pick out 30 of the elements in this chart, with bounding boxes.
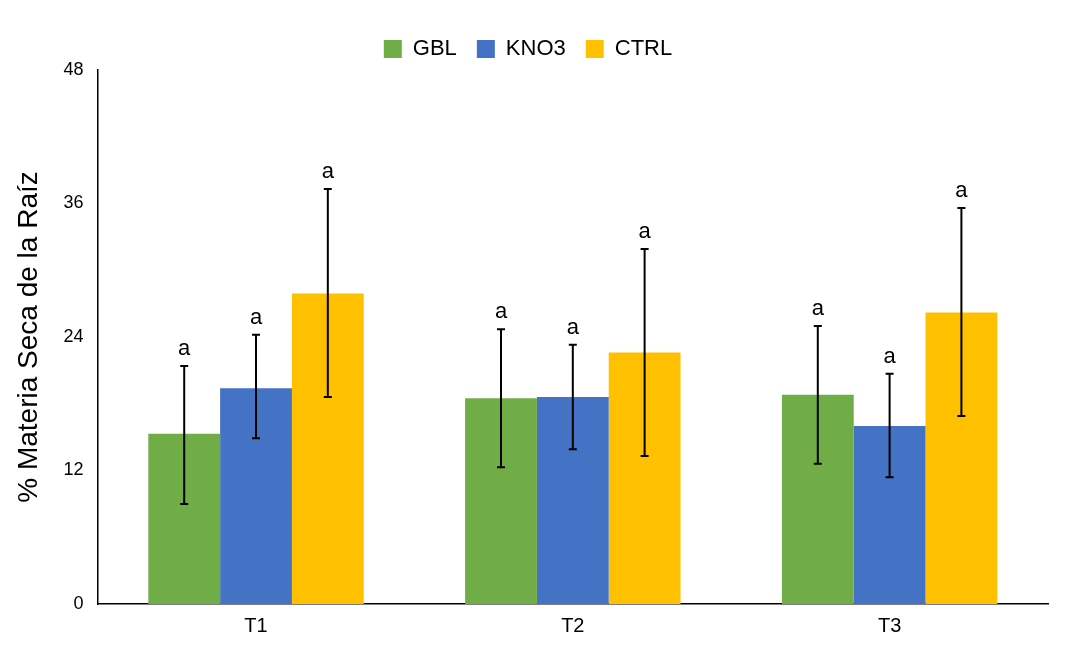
bar	[608, 352, 681, 604]
y-tick-label: 24	[63, 325, 84, 346]
annotation: a	[955, 177, 969, 203]
y-tick-label: 0	[73, 592, 84, 613]
annotation: a	[178, 334, 192, 360]
annotation: a	[566, 313, 580, 339]
y-tick-label: 12	[63, 459, 84, 480]
bar	[291, 293, 364, 604]
annotation: a	[494, 298, 508, 324]
y-tick-label: 48	[63, 58, 84, 79]
bar	[465, 398, 537, 604]
bar	[220, 388, 292, 604]
bar	[853, 426, 926, 604]
x-tick-label: T2	[561, 613, 585, 636]
y-tick-label: 36	[63, 192, 84, 213]
bar	[148, 433, 221, 604]
annotation: a	[811, 294, 825, 320]
x-tick-label: T1	[244, 613, 268, 636]
legend-label: KNO3	[505, 35, 566, 61]
annotation: a	[638, 218, 652, 244]
bar	[536, 397, 609, 604]
annotation: a	[321, 158, 335, 184]
legend-label: GBL	[412, 35, 457, 61]
annotation: a	[883, 342, 897, 368]
x-tick-label: T3	[877, 613, 902, 636]
bar	[781, 394, 854, 604]
bar	[925, 312, 998, 604]
y-axis-title: % Materia Seca de la Raíz	[11, 171, 43, 503]
annotation: a	[249, 303, 263, 329]
legend-label: CTRL	[614, 35, 673, 61]
